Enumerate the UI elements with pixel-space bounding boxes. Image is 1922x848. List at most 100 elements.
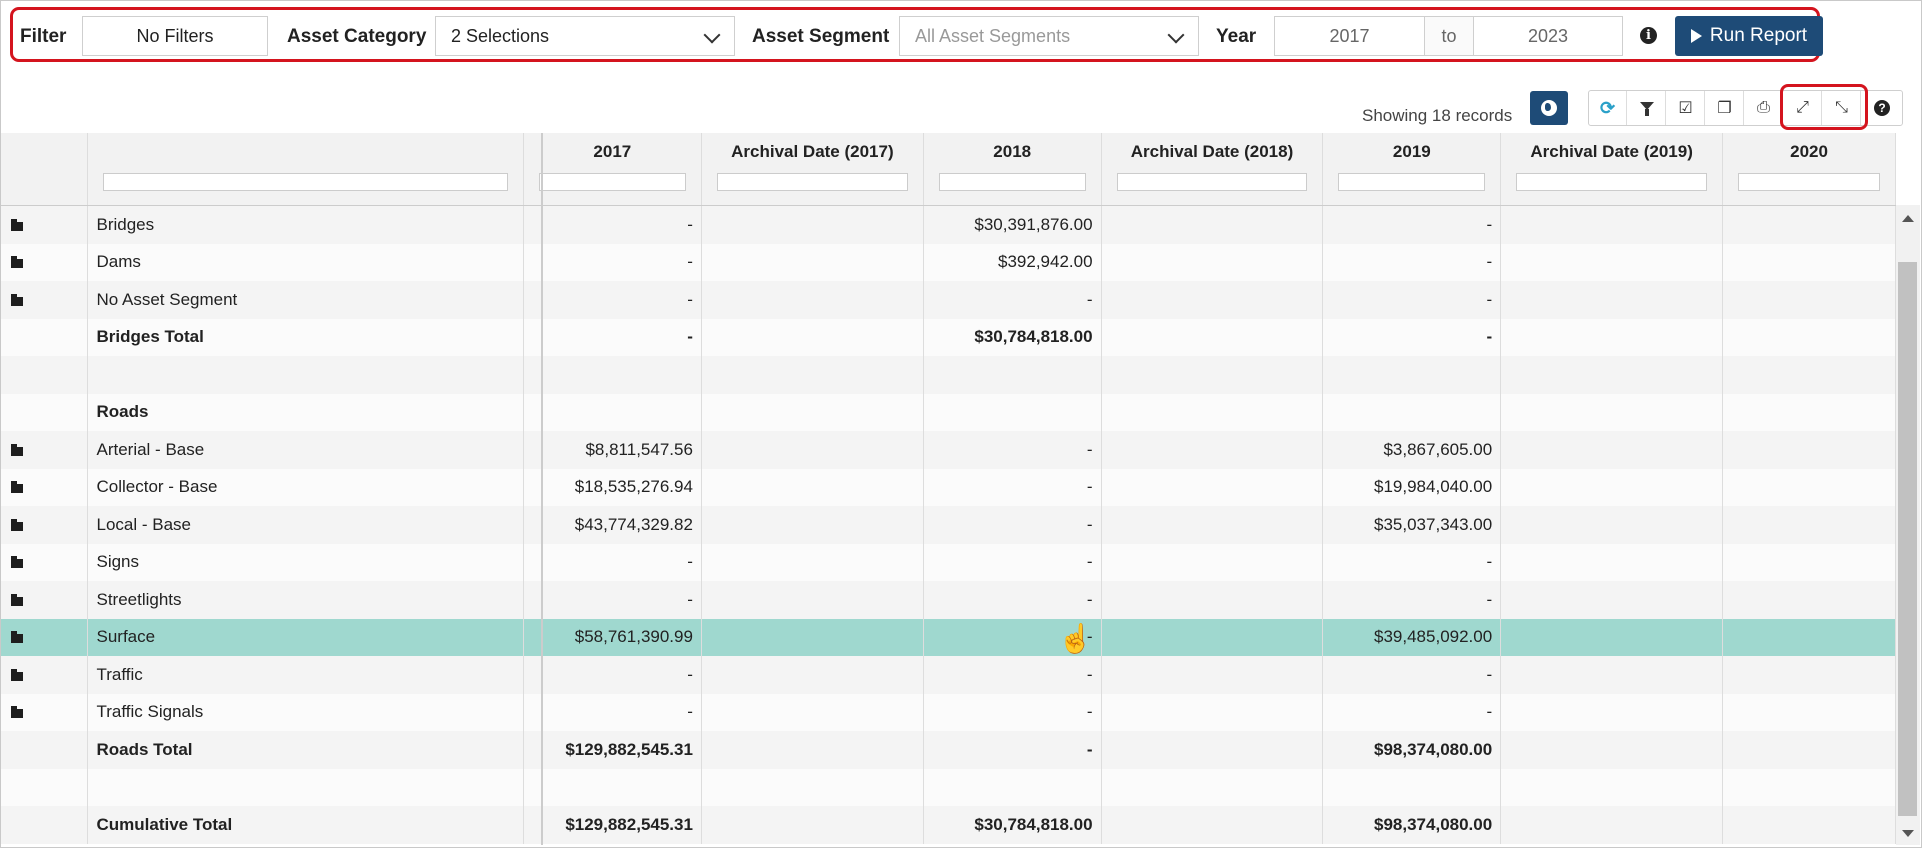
cell-2017: $8,811,547.56 xyxy=(523,431,702,469)
help-button[interactable]: ? xyxy=(1863,91,1901,125)
table-row[interactable]: Dams - $392,942.00- xyxy=(1,243,1896,281)
scrollbar-thumb[interactable] xyxy=(1898,262,1917,816)
filter-input-2019[interactable] xyxy=(1338,173,1486,191)
cell-2018 xyxy=(923,768,1102,806)
table-row[interactable]: Traffic Signals - - - xyxy=(1,693,1896,731)
table-row[interactable]: Collector - Base $18,535,276.94 - $19,984,0… xyxy=(1,468,1896,506)
table-row[interactable]: Surface $58,761,390.99 - $39,485,092.00 xyxy=(1,618,1896,656)
filter-button[interactable] xyxy=(1628,91,1666,125)
year-to-label: to xyxy=(1441,25,1457,46)
expand-collapse-highlight xyxy=(1780,84,1868,130)
folder-icon[interactable] xyxy=(11,443,23,456)
copy-button[interactable]: ❐ xyxy=(1706,91,1744,125)
cell-archival-2018 xyxy=(1101,431,1324,469)
cell-2018: - xyxy=(923,731,1102,769)
cell-2018 xyxy=(923,393,1102,431)
asset-segment-dropdown[interactable]: All Asset Segments xyxy=(899,16,1199,56)
scroll-up-icon[interactable] xyxy=(1902,215,1914,222)
cell-2018: $30,391,876.00 xyxy=(923,205,1102,244)
column-header-2020[interactable]: 2020 xyxy=(1722,133,1896,206)
cell-archival-2019 xyxy=(1500,693,1724,731)
filter-input-archival-2019[interactable] xyxy=(1516,173,1708,191)
filter-input-2017[interactable] xyxy=(538,173,686,191)
column-header-2018[interactable]: 2018 xyxy=(923,133,1102,206)
row-name: Cumulative Total xyxy=(87,806,524,844)
refresh-button[interactable]: ⟳ xyxy=(1589,91,1627,125)
table-row[interactable]: Roads Total $129,882,545.31 - $98,374,080.0… xyxy=(1,731,1896,769)
scroll-down-icon[interactable] xyxy=(1902,830,1914,837)
table-row[interactable] xyxy=(1,356,1896,394)
filter-input-archival-2018[interactable] xyxy=(1116,173,1308,191)
year-to-separator: to xyxy=(1424,16,1474,56)
column-header-name[interactable] xyxy=(87,133,524,206)
cell-archival-2017 xyxy=(701,243,924,281)
folder-icon[interactable] xyxy=(11,518,23,531)
table-row[interactable]: Cumulative Total $129,882,545.31 $30,784,8… xyxy=(1,806,1896,844)
table-row[interactable]: Bridges - $30,391,876.00- xyxy=(1,205,1896,244)
run-report-button[interactable]: Run Report xyxy=(1675,16,1823,56)
cell-archival-2018 xyxy=(1101,768,1324,806)
table-row[interactable] xyxy=(1,768,1896,806)
filter-selector[interactable]: No Filters xyxy=(82,16,268,56)
cell-2018: - xyxy=(923,656,1102,694)
folder-icon[interactable] xyxy=(11,256,23,269)
table-row[interactable]: Arterial - Base $8,811,547.56 - $3,867,605.… xyxy=(1,431,1896,469)
year-to-input[interactable]: 2023 xyxy=(1473,16,1623,56)
folder-icon[interactable] xyxy=(11,631,23,644)
asset-category-dropdown[interactable]: 2 Selections xyxy=(435,16,735,56)
row-name: Local - Base xyxy=(87,506,524,544)
info-icon[interactable]: i xyxy=(1640,27,1657,44)
year-from-input[interactable]: 2017 xyxy=(1274,16,1425,56)
collapse-button[interactable]: ⤡ xyxy=(1823,91,1861,125)
table-row[interactable]: Traffic - - - xyxy=(1,656,1896,694)
print-button[interactable]: ⎙ xyxy=(1745,91,1783,125)
folder-icon[interactable] xyxy=(11,218,23,231)
cell-archival-2019 xyxy=(1500,656,1724,694)
column-header-archival-2018[interactable]: Archival Date (2018) xyxy=(1101,133,1324,206)
cell-2019: - xyxy=(1322,281,1502,319)
table-row[interactable]: Roads xyxy=(1,393,1896,431)
cell-archival-2019 xyxy=(1500,768,1724,806)
filter-label: Filter xyxy=(20,26,67,47)
table-row[interactable]: Signs - - - xyxy=(1,543,1896,581)
filter-input-archival-2017[interactable] xyxy=(716,173,908,191)
table-row[interactable]: Bridges Total - $30,784,818.00- xyxy=(1,318,1896,356)
table-row[interactable]: Streetlights - - - xyxy=(1,581,1896,619)
cell-archival-2017 xyxy=(701,431,924,469)
filter-input-2018[interactable] xyxy=(938,173,1086,191)
folder-icon[interactable] xyxy=(11,706,23,719)
expand-icon: ⤢ xyxy=(1796,99,1809,116)
cell-2017: - xyxy=(523,693,702,731)
folder-icon[interactable] xyxy=(11,481,23,494)
select-button[interactable]: ☑ xyxy=(1667,91,1705,125)
cell-2018: - xyxy=(923,281,1102,319)
cell-archival-2019 xyxy=(1500,393,1724,431)
folder-icon[interactable] xyxy=(11,668,23,681)
cell-2020 xyxy=(1722,468,1896,506)
globe-button[interactable] xyxy=(1530,91,1568,125)
cell-2017: - xyxy=(523,243,702,281)
column-header-archival-2017[interactable]: Archival Date (2017) xyxy=(701,133,924,206)
column-header-2019[interactable]: 2019 xyxy=(1322,133,1502,206)
folder-cell xyxy=(1,618,89,656)
column-header-archival-2019[interactable]: Archival Date (2019) xyxy=(1500,133,1724,206)
expand-button[interactable]: ⤢ xyxy=(1784,91,1822,125)
cell-archival-2018 xyxy=(1101,393,1324,431)
row-name: Dams xyxy=(87,243,524,281)
cell-2019: $35,037,343.00 xyxy=(1322,506,1502,544)
folder-icon[interactable] xyxy=(11,593,23,606)
year-to-value: 2023 xyxy=(1527,25,1569,46)
folder-cell xyxy=(1,768,89,806)
folder-icon[interactable] xyxy=(11,293,23,306)
name-filter-input[interactable] xyxy=(103,173,508,191)
table-row[interactable]: Local - Base $43,774,329.82 - $35,037,343.0… xyxy=(1,506,1896,544)
filter-input-2020[interactable] xyxy=(1738,173,1880,191)
cell-archival-2019 xyxy=(1500,281,1724,319)
cell-2019: - xyxy=(1322,243,1502,281)
cell-archival-2018 xyxy=(1101,581,1324,619)
cell-2019: - xyxy=(1322,543,1502,581)
table-row[interactable]: No Asset Segment - - - xyxy=(1,281,1896,319)
column-header-2017[interactable]: 2017 xyxy=(523,133,702,206)
cell-2020 xyxy=(1722,656,1896,694)
folder-icon[interactable] xyxy=(11,556,23,569)
